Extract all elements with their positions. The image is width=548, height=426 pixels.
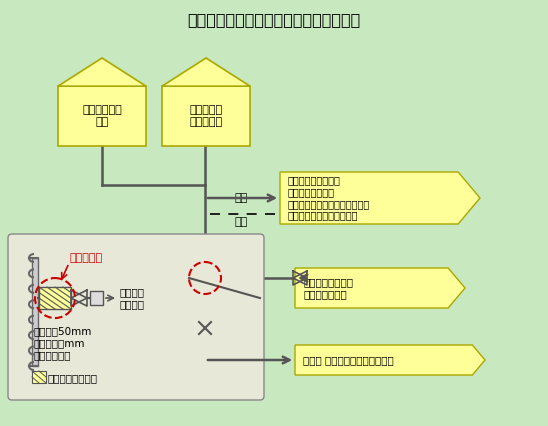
Bar [32,258,38,366]
Text: 外径　約50mm
厚さ　約４mm
材質　炭素鋼: 外径 約50mm 厚さ 約４mm 材質 炭素鋼 [34,326,93,360]
Bar [32,371,46,383]
Polygon shape [162,86,250,146]
Text: 復水脱塩
装置３号: 復水脱塩 装置３号 [119,287,144,309]
Text: ろ過水貯蔵
タンク３号: ろ過水貯蔵 タンク３号 [190,105,222,127]
Text: 水漏れ箇所: 水漏れ箇所 [70,253,103,263]
Polygon shape [295,268,465,308]
Text: 復水脱塩装置３号
ポンプシール水: 復水脱塩装置３号 ポンプシール水 [303,277,353,299]
Text: 脱塩水タンク
３号: 脱塩水タンク ３号 [82,105,122,127]
FancyBboxPatch shape [8,234,264,400]
Polygon shape [295,345,485,375]
Text: 各機器 洗浄水、シール水へ供給: 各機器 洗浄水、シール水へ供給 [303,355,394,365]
Text: ：配管取替え箇所: ：配管取替え箇所 [48,373,98,383]
Bar [90,291,103,305]
Text: 伊方発電所３号機　機器用水系統概略図: 伊方発電所３号機 機器用水系統概略図 [187,12,361,28]
Text: 屋外: 屋外 [235,193,248,203]
Polygon shape [58,86,146,146]
Text: 海水淡水化装置３号
　ポンプシール水
海水ポンプ潤滑水バックアップ
　　　　　　　　　　　等: 海水淡水化装置３号 ポンプシール水 海水ポンプ潤滑水バックアップ 等 [288,176,370,220]
Text: 屋内: 屋内 [235,217,248,227]
Polygon shape [162,58,250,86]
Polygon shape [280,172,480,224]
Bar [39,287,71,309]
Polygon shape [58,58,146,86]
